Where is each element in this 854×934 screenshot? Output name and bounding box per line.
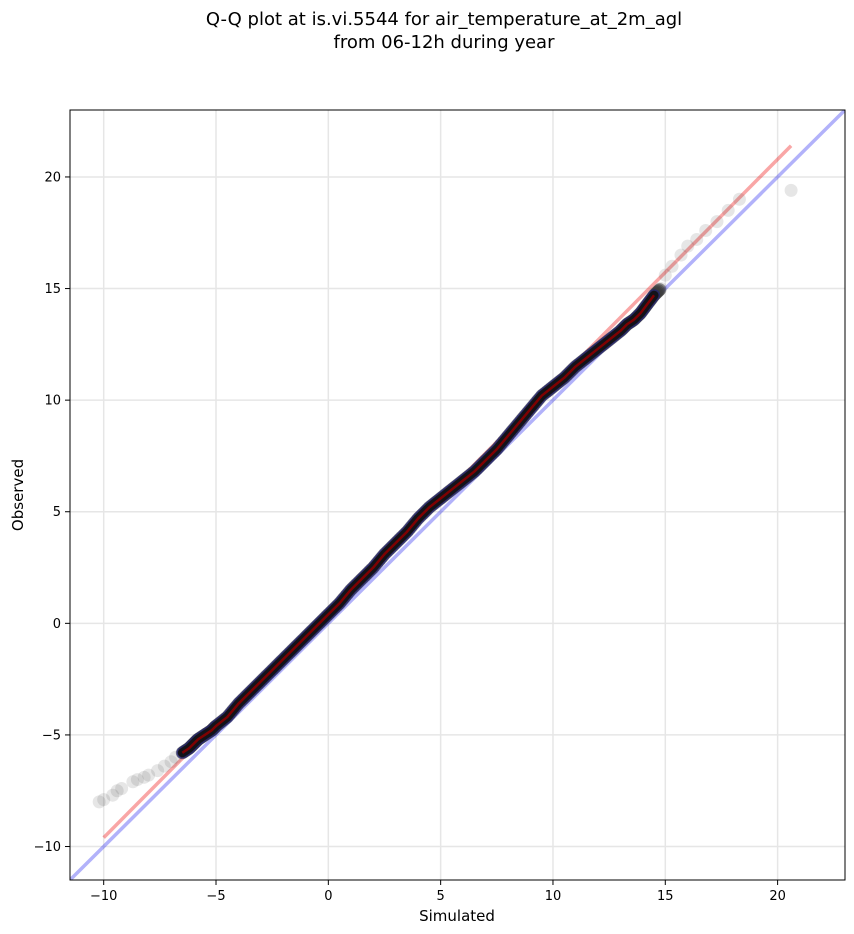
quantile-point	[137, 770, 151, 784]
chart-title: Q-Q plot at is.vi.5544 for air_temperatu…	[206, 9, 682, 30]
quantile-point	[721, 203, 735, 217]
x-axis-label: Simulated	[419, 907, 495, 925]
quantile-point	[106, 788, 120, 802]
y-tick-label: 0	[53, 617, 61, 632]
quantile-point	[710, 215, 724, 229]
quantile-point	[784, 183, 798, 197]
quantile-point	[699, 224, 713, 238]
quantile-point	[665, 259, 679, 273]
y-tick-label: 10	[44, 394, 61, 409]
x-tick-label: 0	[324, 889, 332, 904]
series-layer	[70, 110, 845, 880]
quantile-point	[157, 759, 171, 773]
x-tick-label: 5	[437, 889, 445, 904]
y-tick-label: −5	[42, 728, 61, 743]
quantile-point	[658, 268, 672, 282]
quantile-point	[92, 795, 106, 809]
quantile-point	[681, 239, 695, 253]
ticks: −10 −5 0 5 10 15 20 −10 −5 0 5 10 15 20	[34, 170, 786, 904]
quantile-point	[97, 793, 111, 807]
plot-frame	[69, 109, 846, 881]
reference-line	[70, 110, 845, 880]
y-tick-label: −10	[34, 840, 61, 855]
y-tick-label: 20	[44, 170, 61, 185]
x-tick-label: 20	[769, 889, 786, 904]
quantile-point	[151, 764, 165, 778]
quantile-point	[142, 768, 156, 782]
quantile-point	[126, 775, 140, 789]
x-tick-label: 10	[545, 889, 562, 904]
quantile-point	[130, 773, 144, 787]
grid	[70, 110, 845, 880]
quantile-point	[115, 781, 129, 795]
x-tick-label: −5	[206, 889, 225, 904]
quantile-point	[674, 248, 688, 262]
x-tick-label: 15	[657, 889, 674, 904]
y-tick-label: 15	[44, 282, 61, 297]
quantile-point	[164, 755, 178, 769]
quantile-point	[110, 784, 124, 798]
y-axis-label: Observed	[9, 459, 27, 531]
chart-subtitle: from 06-12h during year	[334, 32, 556, 53]
quantile-band	[177, 290, 659, 758]
x-tick-label: −10	[90, 889, 117, 904]
quantile-point	[732, 192, 746, 206]
quantile-point	[690, 232, 704, 246]
quantile-band-core	[181, 294, 656, 754]
y-tick-label: 5	[53, 505, 61, 520]
